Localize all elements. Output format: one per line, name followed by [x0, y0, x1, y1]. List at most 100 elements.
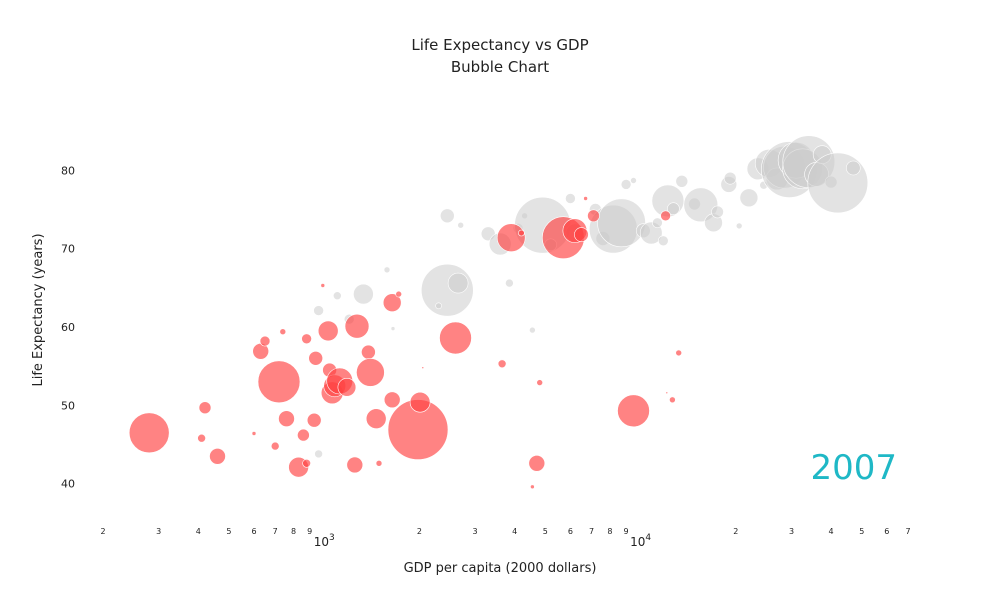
- red-bubble-10: [278, 410, 295, 428]
- x-minor-tick-label-600: 6: [251, 527, 256, 536]
- red-bubble-16: [306, 412, 322, 428]
- x-minor-tick-label-200: 2: [100, 527, 105, 536]
- red-bubble-8: [270, 441, 280, 451]
- series-gray-bubbles: [313, 135, 869, 459]
- red-bubble-37: [497, 359, 507, 369]
- gray-bubble-20: [565, 193, 576, 204]
- red-bubble-15: [308, 350, 324, 366]
- y-tick-label-60: 60: [61, 321, 75, 334]
- x-axis-ticks: 2 3 4 5 6 7 8 9 2 3 4 5 6 7 8 9 2 3 4 5 6 7 103 104: [100, 527, 910, 549]
- red-bubble-36: [439, 321, 472, 355]
- red-bubble-35: [421, 366, 425, 370]
- red-bubble-7: [257, 360, 301, 404]
- x-minor-tick-label-7000: 7: [589, 527, 594, 536]
- gray-bubble-9: [314, 449, 323, 459]
- red-bubble-23: [337, 377, 357, 397]
- y-axis-ticks: 40 50 60 70 80: [61, 164, 75, 490]
- red-bubble-12: [297, 428, 310, 442]
- red-bubble-4: [251, 431, 257, 436]
- red-bubble-31: [382, 293, 402, 313]
- red-bubble-17: [320, 283, 326, 288]
- red-bubble-25: [344, 313, 370, 339]
- red-bubble-38: [496, 223, 526, 252]
- gray-bubble-26: [620, 179, 632, 190]
- chart-title: Life Expectancy vs GDP: [411, 36, 588, 54]
- gray-bubble-56: [845, 160, 861, 176]
- gray-bubble-14: [505, 278, 514, 288]
- x-minor-tick-label-700: 7: [273, 527, 278, 536]
- x-minor-tick-label-70000: 7: [905, 527, 910, 536]
- red-bubble-26: [361, 344, 376, 360]
- red-bubble-27: [356, 358, 385, 387]
- red-bubble-46: [587, 209, 600, 223]
- red-bubble-34: [409, 391, 431, 413]
- red-bubble-29: [375, 459, 383, 467]
- red-bubble-48: [660, 210, 671, 222]
- red-bubble-0: [128, 412, 170, 454]
- red-bubble-6: [259, 335, 271, 347]
- red-bubble-49: [669, 396, 676, 404]
- red-bubble-47: [617, 394, 650, 428]
- gray-bubble-55: [807, 152, 869, 214]
- gray-bubble-25: [597, 198, 646, 248]
- gray-bubble-8: [390, 326, 396, 331]
- gray-bubble-31: [657, 235, 669, 247]
- y-tick-label-80: 80: [61, 164, 75, 177]
- y-tick-label-70: 70: [61, 243, 75, 256]
- gray-bubble-27: [630, 177, 637, 184]
- red-bubble-24: [346, 456, 364, 474]
- red-bubble-2: [197, 433, 206, 443]
- red-bubble-39: [530, 484, 535, 490]
- x-minor-tick-label-3000: 3: [473, 527, 478, 536]
- red-bubble-50: [675, 349, 683, 357]
- x-minor-tick-label-2000: 2: [417, 527, 422, 536]
- x-minor-tick-label-800: 8: [291, 527, 296, 536]
- gray-bubble-38: [711, 205, 724, 219]
- gray-bubble-7: [383, 266, 391, 274]
- gray-bubble-10: [457, 221, 465, 229]
- x-minor-tick-label-50000: 5: [859, 527, 864, 536]
- series-red-bubbles: [128, 196, 683, 490]
- gray-bubble-34: [675, 175, 689, 188]
- red-bubble-51: [665, 391, 669, 395]
- gray-bubble-33: [667, 202, 680, 215]
- x-minor-tick-label-300: 3: [156, 527, 161, 536]
- year-annotation: 2007: [810, 448, 897, 488]
- x-minor-tick-label-20000: 2: [733, 527, 738, 536]
- gray-bubble-1: [447, 272, 469, 294]
- y-tick-label-40: 40: [61, 478, 75, 491]
- x-major-tick-label-10000: 104: [630, 533, 651, 549]
- x-minor-tick-label-5000: 5: [543, 527, 548, 536]
- gray-bubble-40: [723, 171, 737, 185]
- x-minor-tick-label-30000: 3: [789, 527, 794, 536]
- gray-bubble-5: [313, 305, 324, 316]
- y-axis-label: Life Expectancy (years): [31, 233, 46, 386]
- red-bubble-52: [518, 229, 525, 237]
- red-bubble-28: [365, 408, 387, 430]
- x-minor-tick-label-9000: 9: [624, 527, 629, 536]
- red-bubble-13: [302, 458, 311, 468]
- x-minor-tick-label-4000: 4: [512, 527, 517, 536]
- x-minor-tick-label-900: 9: [307, 527, 312, 536]
- gray-bubble-2: [439, 208, 455, 224]
- gray-bubble-11: [435, 302, 442, 310]
- x-minor-tick-label-500: 5: [226, 527, 231, 536]
- gray-bubble-36: [683, 187, 719, 223]
- x-minor-tick-label-60000: 6: [884, 527, 889, 536]
- chart-subtitle: Bubble Chart: [451, 58, 549, 76]
- x-major-tick-label-1000: 103: [314, 533, 335, 549]
- gray-bubble-4: [332, 291, 342, 301]
- x-minor-tick-label-6000: 6: [568, 527, 573, 536]
- x-minor-tick-label-8000: 8: [607, 527, 612, 536]
- y-tick-label-50: 50: [61, 399, 75, 412]
- red-bubble-44: [574, 227, 589, 242]
- red-bubble-30: [383, 391, 401, 409]
- gray-bubble-3: [353, 283, 374, 305]
- x-minor-tick-label-40000: 4: [829, 527, 834, 536]
- red-bubble-1: [198, 401, 212, 415]
- red-bubble-3: [209, 447, 226, 465]
- x-minor-tick-label-400: 4: [196, 527, 201, 536]
- gray-bubble-17: [529, 326, 536, 334]
- red-bubble-32: [395, 290, 403, 298]
